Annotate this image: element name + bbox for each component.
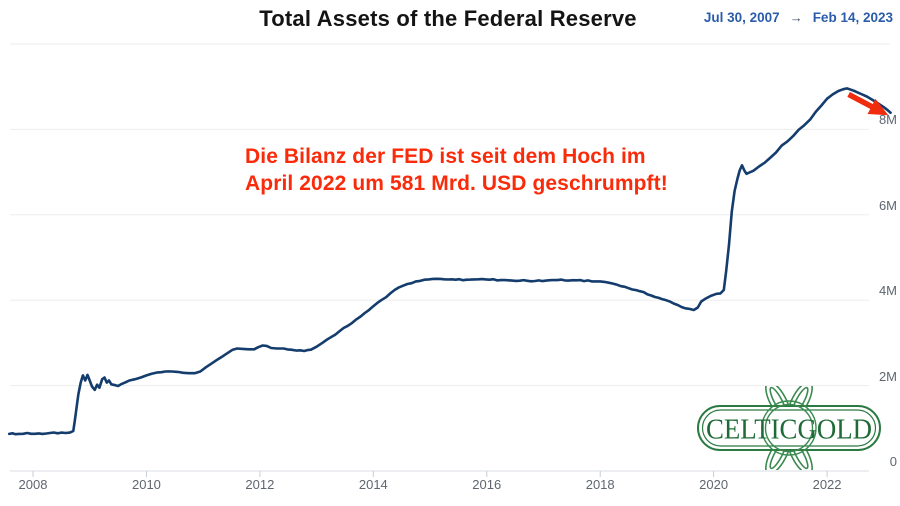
celtic-ring-icon bbox=[761, 400, 817, 456]
date-range-arrow-icon: → bbox=[789, 10, 803, 25]
logo-oval-inner bbox=[701, 409, 877, 447]
x-axis-label: 2020 bbox=[699, 477, 729, 492]
x-axis-label: 2018 bbox=[585, 477, 615, 492]
logo-text: CELTICGOLD bbox=[706, 415, 872, 446]
page-title: Total Assets of the Federal Reserve bbox=[259, 6, 637, 31]
x-axis-label: 2016 bbox=[472, 477, 502, 492]
x-axis-label: 2012 bbox=[245, 477, 275, 492]
x-axis-label: 2014 bbox=[358, 477, 388, 492]
x-axis-label: 2010 bbox=[131, 477, 161, 492]
logo-oval-outer bbox=[697, 405, 881, 451]
x-axis-label: 2008 bbox=[18, 477, 48, 492]
y-axis-label: 6M bbox=[878, 197, 897, 213]
x-axis-label: 2022 bbox=[812, 477, 842, 492]
total-assets-series-line bbox=[7, 87, 892, 436]
date-range: Jul 30, 2007 → Feb 14, 2023 bbox=[704, 10, 893, 25]
annotation-text: Die Bilanz der FED ist seit dem Hoch im … bbox=[245, 143, 668, 197]
annotation-line1: Die Bilanz der FED ist seit dem Hoch im bbox=[245, 145, 646, 168]
y-axis-label: 0 bbox=[889, 454, 897, 469]
annotation-line2: April 2022 um 581 Mrd. USD geschrumpft! bbox=[245, 172, 668, 195]
y-axis-label: 8M bbox=[878, 112, 897, 128]
celticgold-logo: CELTICGOLD bbox=[697, 386, 881, 470]
date-end: Feb 14, 2023 bbox=[812, 10, 893, 25]
date-start: Jul 30, 2007 bbox=[703, 10, 780, 25]
y-axis-label: 2M bbox=[878, 368, 897, 384]
y-axis-label: 4M bbox=[878, 283, 897, 299]
shrink-arrow-head bbox=[867, 98, 889, 116]
shrink-arrow bbox=[847, 91, 878, 112]
